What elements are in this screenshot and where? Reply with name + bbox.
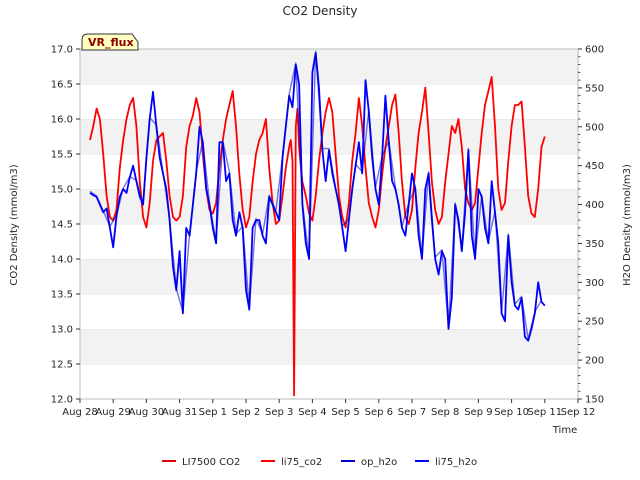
y-tick-label-3: 13.5 bbox=[51, 290, 73, 301]
chart-title: CO2 Density bbox=[283, 4, 358, 18]
y-tick-label-1: 12.5 bbox=[51, 360, 73, 371]
legend-label-2: op_h2o bbox=[361, 457, 397, 468]
y-tick-label-9: 16.5 bbox=[51, 80, 73, 91]
y-right-tick-label-7: 500 bbox=[585, 122, 604, 133]
legend-label-1: li75_co2 bbox=[281, 457, 322, 468]
y-right-tick-label-2: 250 bbox=[585, 317, 604, 328]
band-2 bbox=[80, 294, 578, 329]
y-tick-label-4: 14.0 bbox=[51, 255, 73, 266]
y-tick-label-8: 16.0 bbox=[51, 115, 73, 126]
x-tick-label-1: Aug 29 bbox=[95, 407, 130, 418]
y-axis-title-left: CO2 Density (mmol/m3) bbox=[9, 164, 20, 285]
y-tick-label-10: 17.0 bbox=[51, 45, 73, 56]
series-line-li75-co2 bbox=[89, 76, 546, 397]
x-tick-label-3: Aug 31 bbox=[162, 407, 197, 418]
band-0 bbox=[80, 364, 578, 399]
y-tick-label-5: 14.5 bbox=[51, 220, 73, 231]
y-tick-label-2: 13.0 bbox=[51, 325, 73, 336]
series-line-op-h2o bbox=[89, 50, 543, 340]
series-layer bbox=[89, 50, 546, 397]
y-axis-left: 12.0 12.5 13.0 13.5 14.0 14.5 15.0 15.5 16.0 16.5… bbox=[51, 45, 80, 406]
band-4 bbox=[80, 224, 578, 259]
y-right-tick-label-9: 600 bbox=[585, 45, 604, 56]
legend-label-0: LI7500 CO2 bbox=[182, 457, 240, 468]
band-6 bbox=[80, 154, 578, 189]
band-1 bbox=[80, 329, 578, 364]
band-9 bbox=[80, 49, 578, 84]
y-tick-label-6: 15.0 bbox=[51, 185, 73, 196]
x-tick-label-0: Aug 28 bbox=[62, 407, 97, 418]
y-right-tick-label-3: 300 bbox=[585, 278, 604, 289]
x-tick-label-14: Sep 11 bbox=[527, 407, 562, 418]
x-tick-label-13: Sep 10 bbox=[494, 407, 529, 418]
y-tick-label-7: 15.5 bbox=[51, 150, 73, 161]
y-right-tick-label-0: 150 bbox=[585, 395, 604, 406]
x-tick-label-4: Sep 1 bbox=[199, 407, 227, 418]
x-tick-label-10: Sep 7 bbox=[398, 407, 426, 418]
x-tick-label-15: Sep 12 bbox=[561, 407, 596, 418]
y-tick-label-0: 12.0 bbox=[51, 395, 73, 406]
legend: LI7500 CO2 li75_co2 op_h2o li75_h2o bbox=[162, 457, 477, 468]
badge-background bbox=[81, 33, 139, 51]
x-tick-label-12: Sep 9 bbox=[464, 407, 492, 418]
x-tick-label-5: Sep 2 bbox=[232, 407, 260, 418]
x-axis-title: Time bbox=[552, 425, 577, 436]
y-axis-right: 150 200 250 300 350 400 450 500 550 600 bbox=[578, 45, 604, 406]
y-right-tick-label-5: 400 bbox=[585, 200, 604, 211]
badge-label: VR_flux bbox=[88, 36, 134, 49]
y-right-tick-label-1: 200 bbox=[585, 356, 604, 367]
x-tick-label-11: Sep 8 bbox=[431, 407, 459, 418]
x-tick-label-6: Sep 3 bbox=[265, 407, 293, 418]
y-right-tick-label-6: 450 bbox=[585, 161, 604, 172]
y-axis-title-right: H2O Density (mmol/m3) bbox=[622, 164, 633, 286]
legend-label-3: li75_h2o bbox=[435, 457, 477, 468]
band-3 bbox=[80, 259, 578, 294]
x-tick-label-9: Sep 6 bbox=[365, 407, 393, 418]
x-tick-label-8: Sep 5 bbox=[331, 407, 359, 418]
y-right-tick-label-4: 350 bbox=[585, 239, 604, 250]
vr-flux-badge: VR_flux bbox=[81, 33, 139, 51]
y-right-tick-label-8: 550 bbox=[585, 83, 604, 94]
x-tick-label-7: Sep 4 bbox=[298, 407, 326, 418]
x-tick-label-2: Aug 30 bbox=[129, 407, 164, 418]
